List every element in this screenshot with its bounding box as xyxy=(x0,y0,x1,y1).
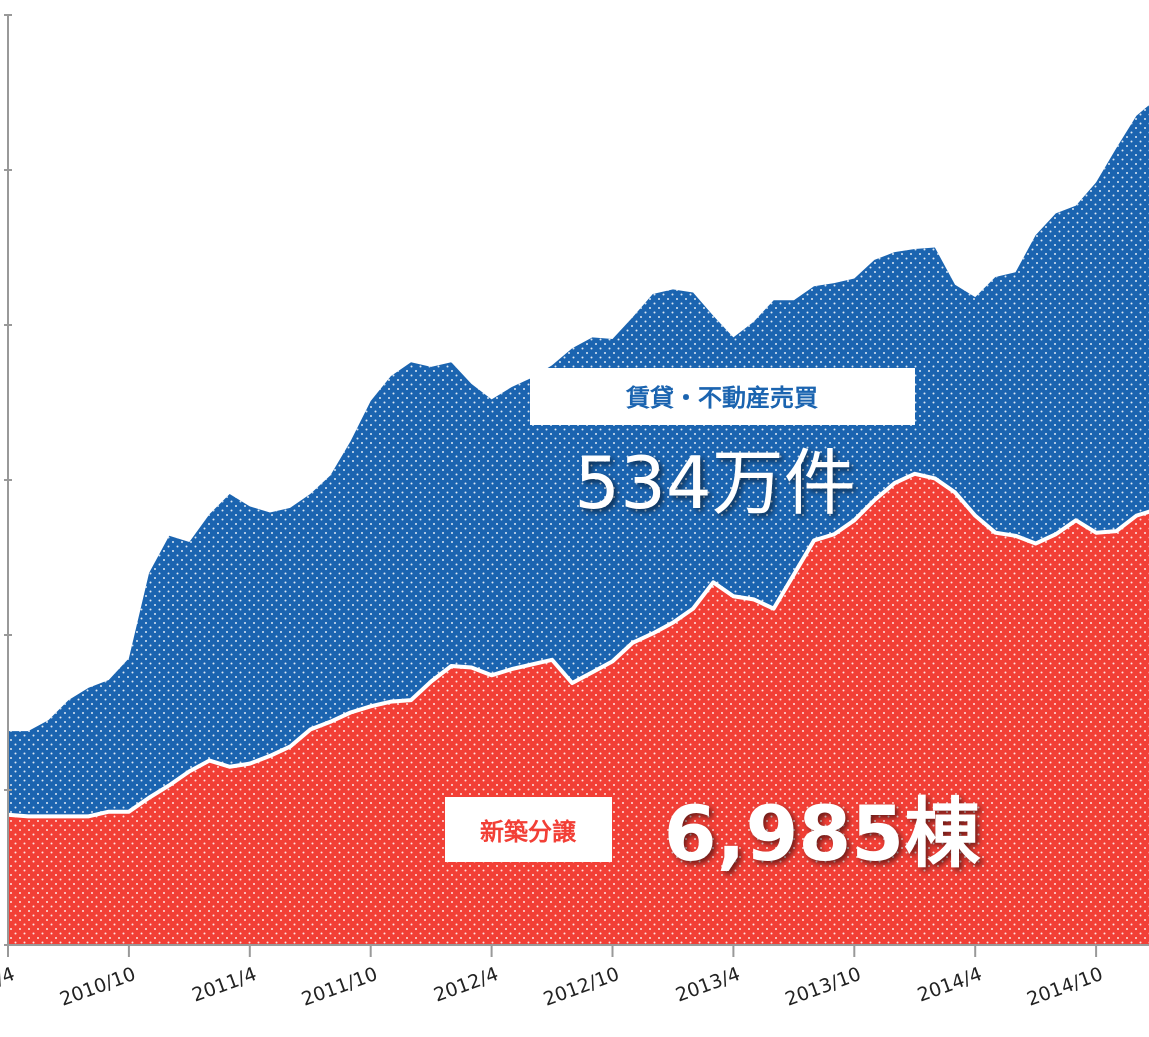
x-tick-label: 2014/4 xyxy=(915,963,985,1007)
x-tick-label: 2012/4 xyxy=(431,963,501,1007)
x-tick-label: 2012/10 xyxy=(541,963,623,1011)
x-tick-label: 2011/10 xyxy=(299,963,381,1011)
x-tick-label: 2011/4 xyxy=(189,963,259,1007)
area-dots xyxy=(8,473,1149,945)
annotation-figure: 6,985棟 xyxy=(664,789,981,878)
x-tick-label: 2010/4 xyxy=(0,963,18,1007)
boundary-line xyxy=(7,471,1149,819)
x-tick-label: 2014/10 xyxy=(1024,963,1106,1011)
annotation-label: 賃貸・不動産売買 xyxy=(625,384,818,412)
label-box xyxy=(530,368,915,425)
annotation-figure: 534万件 xyxy=(574,441,855,525)
area-dots xyxy=(8,105,1149,817)
x-tick-label: 2013/10 xyxy=(782,963,864,1011)
x-tick-label: 2010/10 xyxy=(57,963,139,1011)
label-box xyxy=(445,797,612,862)
x-tick-label: 2013/4 xyxy=(673,963,743,1007)
annotation-label: 新築分譲 xyxy=(480,818,577,846)
